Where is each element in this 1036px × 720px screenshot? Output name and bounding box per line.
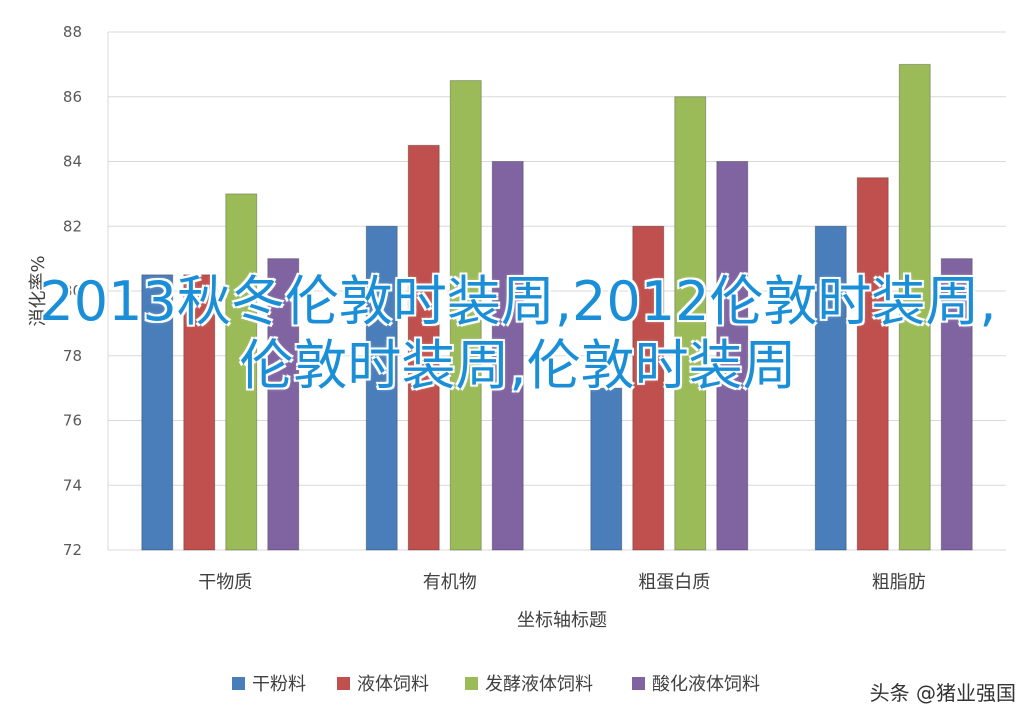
bar-3-3 <box>940 258 973 551</box>
bar-2-3 <box>716 161 749 551</box>
bar-1-3 <box>491 161 524 551</box>
y-tick-label: 86 <box>63 88 82 106</box>
bar-1-0 <box>365 225 398 551</box>
bar-2-2 <box>674 96 707 551</box>
legend-swatch <box>337 677 350 690</box>
category-labels: 干物质 有机物 粗蛋白质 粗脂肪 <box>198 572 926 593</box>
legend-swatch <box>232 677 245 690</box>
bar-0-3 <box>267 258 300 551</box>
bar-0-2 <box>225 193 258 551</box>
y-tick-label: 72 <box>63 541 82 559</box>
y-tick-labels: 72 74 76 78 80 82 84 86 88 <box>63 23 82 559</box>
y-axis-title: 消化率% <box>28 255 49 326</box>
category-label: 粗脂肪 <box>872 572 926 593</box>
bar-0-1 <box>183 274 216 551</box>
bar-2-1 <box>632 225 665 551</box>
y-tick-label: 80 <box>63 282 82 300</box>
category-label: 有机物 <box>423 572 477 593</box>
legend: 干粉料 液体饲料 发酵液体饲料 酸化液体饲料 <box>232 674 760 695</box>
category-label: 干物质 <box>198 572 252 593</box>
bar-1-2 <box>449 80 482 551</box>
bar-3-2 <box>898 63 931 551</box>
bar-2-0 <box>590 387 623 551</box>
y-tick-label: 76 <box>63 412 82 430</box>
watermark-text: 头条 @猪业强国 <box>869 681 1016 705</box>
y-tick-label: 84 <box>63 153 82 171</box>
y-tick-label: 74 <box>63 476 82 494</box>
bar-1-1 <box>407 144 440 551</box>
legend-swatch <box>465 677 478 690</box>
legend-label: 酸化液体饲料 <box>652 674 760 695</box>
gridlines <box>107 31 1006 551</box>
bar-3-0 <box>814 225 847 551</box>
bars <box>141 63 973 551</box>
bar-3-1 <box>856 177 889 551</box>
y-tick-label: 78 <box>63 347 82 365</box>
y-tick-label: 82 <box>63 217 82 235</box>
legend-label: 干粉料 <box>252 674 306 695</box>
y-tick-label: 88 <box>63 23 82 41</box>
legend-label: 液体饲料 <box>357 674 429 695</box>
category-label: 粗蛋白质 <box>638 572 710 593</box>
x-axis-title: 坐标轴标题 <box>517 610 607 631</box>
bar-0-0 <box>141 274 174 551</box>
legend-label: 发酵液体饲料 <box>485 674 593 695</box>
legend-swatch <box>632 677 645 690</box>
